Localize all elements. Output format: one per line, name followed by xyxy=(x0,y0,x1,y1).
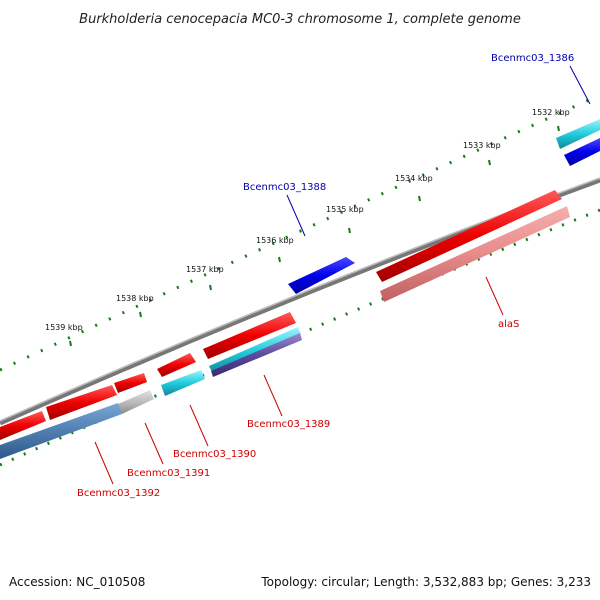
gene-left-partial[interactable] xyxy=(0,411,46,440)
map-title: Burkholderia cenocepacia MC0-3 chromosom… xyxy=(79,12,521,27)
leader-alaS xyxy=(485,276,504,316)
tick-mark-1536 xyxy=(278,256,281,263)
genome-stats-label: Topology: circular; Length: 3,532,883 bp… xyxy=(260,575,591,589)
gene-bcenmc03-1386[interactable] xyxy=(556,119,600,149)
tick-mark-1534 xyxy=(418,195,421,202)
tick-label-1535: 1535 kbp xyxy=(326,205,364,214)
tick-label-1534: 1534 kbp xyxy=(395,174,433,183)
gene-bcenmc03-1391[interactable] xyxy=(114,373,147,393)
label-bcenmc03-1392: Bcenmc03_1392 xyxy=(77,488,160,499)
tick-label-1532: 1532 kbp xyxy=(532,108,570,117)
tick-label-1533: 1533 kbp xyxy=(463,141,501,150)
label-alaS: alaS xyxy=(498,319,519,330)
feature-1392-steel xyxy=(0,403,122,459)
outer-ruler-track xyxy=(0,93,600,372)
major-ticks xyxy=(69,125,560,347)
feature-1389-purple xyxy=(211,333,302,377)
leader-bcenmc03-1386 xyxy=(569,65,591,105)
label-bcenmc03-1388: Bcenmc03_1388 xyxy=(243,182,326,193)
label-bcenmc03-1389: Bcenmc03_1389 xyxy=(247,419,330,430)
leader-bcenmc03-1389 xyxy=(263,374,283,417)
feature-1390-cyan xyxy=(161,370,205,396)
feature-1391-grey xyxy=(118,390,154,414)
gene-bcenmc03-1388[interactable] xyxy=(288,257,355,294)
tick-mark-1535 xyxy=(348,227,351,234)
gene-bcenmc03-1389[interactable] xyxy=(203,312,296,359)
gene-bcenmc03-1390[interactable] xyxy=(157,353,196,377)
leader-bcenmc03-1391 xyxy=(144,422,164,465)
gene-alaS[interactable] xyxy=(376,190,562,282)
gene-bcenmc03-1392[interactable] xyxy=(46,385,117,420)
feature-alaS-band xyxy=(380,206,570,302)
tick-label-1539: 1539 kbp xyxy=(45,323,83,332)
label-bcenmc03-1386: Bcenmc03_1386 xyxy=(491,53,574,64)
tick-mark-1539 xyxy=(69,340,72,347)
tick-label-1537: 1537 kbp xyxy=(186,265,224,274)
tick-label-1536: 1536 kbp xyxy=(256,236,294,245)
leader-bcenmc03-1392 xyxy=(94,441,114,485)
gene-bcenmc03-1386-blue[interactable] xyxy=(564,138,600,166)
label-bcenmc03-1390: Bcenmc03_1390 xyxy=(173,449,256,460)
tick-mark-1533 xyxy=(488,159,491,166)
tick-mark-1538 xyxy=(139,311,142,318)
label-bcenmc03-1391: Bcenmc03_1391 xyxy=(127,468,210,479)
accession-label: Accession: NC_010508 xyxy=(9,575,145,589)
tick-label-1538: 1538 kbp xyxy=(116,294,154,303)
leader-bcenmc03-1390 xyxy=(189,404,209,447)
tick-mark-1532 xyxy=(557,125,560,132)
leader-bcenmc03-1388 xyxy=(286,194,306,237)
tick-mark-1537 xyxy=(209,284,212,291)
